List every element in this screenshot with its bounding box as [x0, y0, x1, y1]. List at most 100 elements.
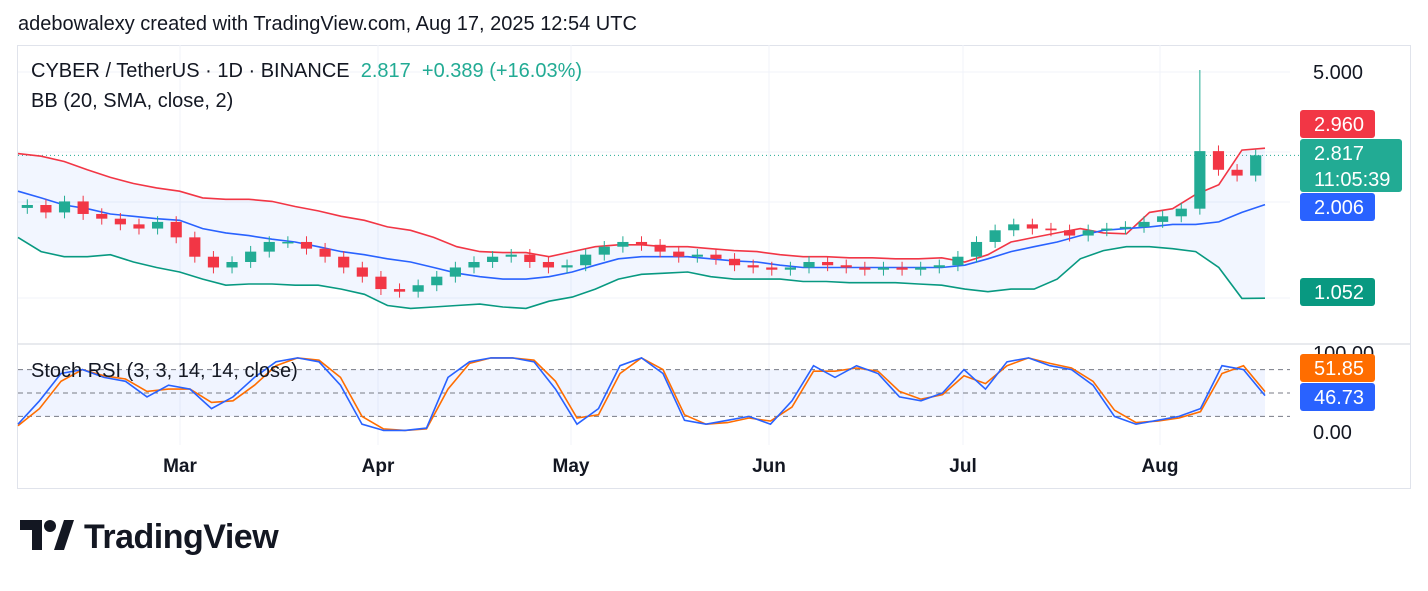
candle-body: [319, 248, 331, 257]
candle-body: [1250, 155, 1262, 176]
stoch-k-tag-bg: [1300, 383, 1375, 411]
candle: [356, 261, 368, 283]
candle-body: [170, 221, 182, 238]
bb-lower-line: [17, 236, 1266, 310]
bb-upper-tag-bg: [1300, 110, 1375, 138]
candle-body: [1175, 208, 1187, 217]
candle-body: [449, 267, 461, 277]
candle-body: [673, 251, 685, 257]
price-axis-label: 5.000: [1313, 62, 1363, 84]
candle: [1008, 218, 1020, 237]
candle-body: [412, 285, 424, 292]
candle: [300, 236, 313, 255]
candle-body: [933, 265, 945, 268]
tradingview-logo-icon: [20, 519, 74, 550]
candle: [133, 218, 145, 235]
bb-upper-tag: 2.960: [1300, 110, 1375, 138]
month-label: Jul: [949, 456, 976, 477]
candle-body: [524, 254, 536, 262]
candle-body: [487, 256, 499, 262]
candle: [1045, 222, 1057, 237]
candle: [822, 256, 834, 272]
candle: [561, 259, 573, 274]
candle: [989, 224, 1001, 248]
candle: [412, 279, 424, 298]
candle: [468, 256, 480, 274]
candle-body: [1082, 230, 1094, 236]
candle-body: [21, 205, 33, 208]
candle: [915, 261, 927, 276]
candle-body: [822, 261, 834, 266]
candle-body: [598, 246, 610, 255]
symbol-name[interactable]: CYBER / TetherUS · 1D · BINANCE: [31, 60, 350, 82]
candle: [635, 236, 648, 251]
symbol-legend: CYBER / TetherUS · 1D · BINANCE 2.817 +0…: [31, 60, 582, 83]
stoch-rsi-pane: [17, 356, 1290, 432]
candle: [449, 261, 461, 283]
candle: [487, 251, 499, 268]
bb-legend[interactable]: BB (20, SMA, close, 2): [31, 90, 234, 112]
candle: [747, 259, 759, 274]
candle: [58, 195, 71, 219]
last-price-tag-text: 2.817: [1314, 143, 1364, 165]
candle: [21, 199, 33, 214]
candle-body: [114, 218, 126, 225]
bb-basis-tag: 2.006: [1300, 193, 1375, 221]
candle-body: [617, 241, 629, 247]
candle-body: [431, 276, 443, 286]
bb-basis-line: [17, 190, 1266, 280]
candle-body: [375, 276, 387, 290]
candle: [114, 212, 126, 231]
candle: [263, 236, 275, 258]
candle: [226, 256, 238, 274]
candlesticks: [21, 69, 1262, 298]
candle-body: [189, 237, 201, 257]
tradingview-brand[interactable]: TradingView: [20, 518, 279, 557]
candle: [933, 259, 945, 274]
candle-body: [561, 265, 573, 268]
candle-body: [152, 221, 164, 229]
candle: [1138, 216, 1150, 233]
candle: [40, 199, 52, 219]
candle-body: [766, 267, 778, 270]
candle: [505, 248, 517, 263]
candle-body: [877, 267, 890, 270]
candle: [152, 216, 164, 235]
candle-body: [1008, 224, 1020, 231]
bb-fill: [18, 148, 1265, 309]
candle: [896, 261, 908, 276]
stoch-d-tag-text: 51.85: [1314, 358, 1364, 380]
candle: [580, 248, 592, 272]
last-price-tag-text: 11:05:39: [1314, 169, 1390, 191]
candle: [970, 236, 983, 263]
candle: [859, 261, 871, 276]
bb-lower-tag: 1.052: [1300, 278, 1375, 306]
candle-body: [691, 254, 703, 257]
last-price: 2.817: [360, 60, 411, 82]
candle-body: [468, 261, 480, 268]
candle-body: [840, 265, 852, 268]
candle: [691, 248, 703, 263]
chart-frame[interactable]: [17, 45, 1411, 489]
candle: [282, 236, 294, 248]
candle: [170, 216, 182, 244]
candle: [1212, 145, 1225, 176]
stoch-k-line: [17, 357, 1266, 432]
brand-name: TradingView: [84, 518, 279, 556]
stoch-legend[interactable]: Stoch RSI (3, 3, 14, 14, close): [31, 360, 298, 382]
candle-body: [635, 241, 648, 245]
candle-body: [338, 256, 350, 268]
candle-body: [393, 289, 406, 292]
stoch-d-tag-bg: [1300, 354, 1375, 382]
candle-body: [784, 267, 796, 270]
stoch-d-tag: 51.85: [1300, 354, 1375, 382]
candle: [319, 242, 331, 263]
candle: [803, 256, 815, 274]
candle: [1082, 224, 1094, 242]
candle-body: [263, 241, 275, 252]
candle: [673, 245, 685, 263]
candle: [245, 245, 257, 268]
grid-lines: [18, 45, 1410, 445]
candle-body: [1026, 224, 1038, 229]
